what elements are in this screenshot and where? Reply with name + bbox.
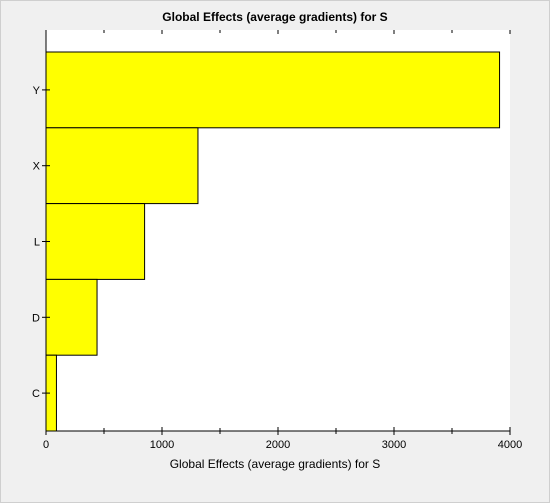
x-tick-label: 0	[43, 439, 49, 451]
bar-x	[45, 127, 199, 205]
x-tick-label: 4000	[498, 439, 522, 451]
y-tick-label: X	[33, 161, 41, 173]
x-axis-title: Global Effects (average gradients) for S	[169, 457, 381, 471]
bar-l	[45, 203, 146, 280]
bar-y	[45, 51, 501, 129]
x-tick-label: 3000	[382, 439, 406, 451]
x-tick-label: 1000	[150, 439, 174, 451]
y-tick-label: L	[34, 237, 40, 249]
x-tick-label: 2000	[266, 439, 290, 451]
y-tick-label: Y	[33, 85, 41, 97]
y-tick-label: D	[32, 312, 40, 324]
bar-d	[45, 278, 98, 356]
chart-title: Global Effects (average gradients) for S	[162, 10, 388, 24]
y-tick-label: C	[32, 388, 40, 400]
